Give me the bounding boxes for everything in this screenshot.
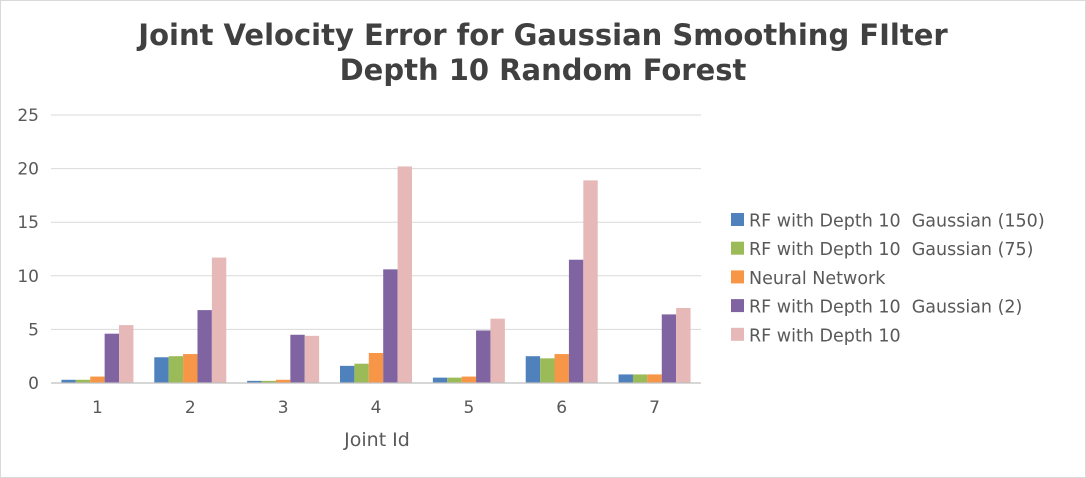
bar bbox=[568, 259, 584, 383]
legend-label: RF with Depth 10 bbox=[749, 326, 901, 346]
bar bbox=[75, 379, 91, 383]
y-tick-label: 5 bbox=[28, 320, 39, 340]
bar bbox=[168, 356, 184, 383]
x-tick-label: 2 bbox=[185, 398, 196, 418]
bar bbox=[261, 380, 276, 383]
y-tick-label: 0 bbox=[28, 374, 39, 394]
chart-title-line-1: Joint Velocity Error for Gaussian Smooth… bbox=[136, 18, 948, 52]
bar bbox=[104, 333, 120, 383]
bar bbox=[432, 377, 448, 383]
legend-swatch bbox=[731, 327, 744, 341]
bar bbox=[61, 379, 76, 383]
legend: RF with Depth 10 Gaussian (150) RF with D… bbox=[731, 212, 1045, 346]
legend-swatch bbox=[731, 299, 744, 313]
gridlines bbox=[51, 114, 701, 330]
bar bbox=[647, 374, 662, 383]
legend-label: RF with Depth 10 Gaussian (150) bbox=[749, 212, 1045, 232]
bar bbox=[340, 365, 355, 383]
bar bbox=[632, 374, 648, 383]
bar bbox=[661, 314, 677, 383]
bar bbox=[447, 377, 462, 383]
bar bbox=[290, 334, 305, 383]
bar bbox=[476, 330, 491, 383]
bar bbox=[354, 363, 369, 383]
bar bbox=[540, 358, 555, 383]
bar bbox=[618, 374, 633, 383]
bar bbox=[183, 354, 198, 383]
bar bbox=[383, 269, 398, 383]
x-tick-label: 7 bbox=[649, 398, 660, 418]
bar bbox=[676, 307, 691, 383]
legend-swatch bbox=[731, 241, 744, 255]
bar bbox=[304, 335, 320, 383]
y-tick-label: 25 bbox=[17, 106, 39, 126]
bar bbox=[119, 325, 134, 383]
chart-title-line-2: Depth 10 Random Forest bbox=[340, 53, 747, 87]
bar bbox=[90, 376, 105, 383]
bar bbox=[397, 166, 412, 383]
y-axis-ticks: 0 5 10 15 20 25 bbox=[17, 106, 39, 394]
bar bbox=[461, 376, 477, 383]
bar bbox=[247, 380, 262, 383]
legend-label: RF with Depth 10 Gaussian (75) bbox=[749, 240, 1034, 260]
x-axis-label: Joint Id bbox=[343, 429, 410, 451]
bar bbox=[211, 257, 227, 383]
x-tick-label: 6 bbox=[556, 398, 567, 418]
bar bbox=[490, 318, 505, 383]
bar bbox=[583, 180, 598, 383]
legend-label: Neural Network bbox=[749, 269, 886, 289]
bar bbox=[154, 357, 169, 383]
x-tick-label: 5 bbox=[463, 398, 474, 418]
x-tick-label: 4 bbox=[371, 398, 382, 418]
y-tick-label: 20 bbox=[17, 160, 39, 180]
bar bbox=[554, 354, 569, 383]
x-tick-label: 3 bbox=[278, 398, 289, 418]
bar bbox=[197, 310, 212, 383]
bar bbox=[525, 356, 541, 383]
y-tick-label: 15 bbox=[17, 213, 39, 233]
bar bbox=[368, 352, 384, 383]
legend-swatch bbox=[731, 213, 744, 226]
x-tick-label: 1 bbox=[92, 398, 103, 418]
x-axis-ticks: 1 2 3 4 5 6 7 bbox=[92, 398, 660, 418]
chart-title: Joint Velocity Error for Gaussian Smooth… bbox=[136, 18, 948, 87]
bar bbox=[275, 379, 291, 383]
y-tick-label: 10 bbox=[17, 267, 39, 287]
legend-label: RF with Depth 10 Gaussian (2) bbox=[749, 298, 1022, 318]
bars bbox=[61, 166, 691, 383]
legend-swatch bbox=[731, 270, 744, 284]
